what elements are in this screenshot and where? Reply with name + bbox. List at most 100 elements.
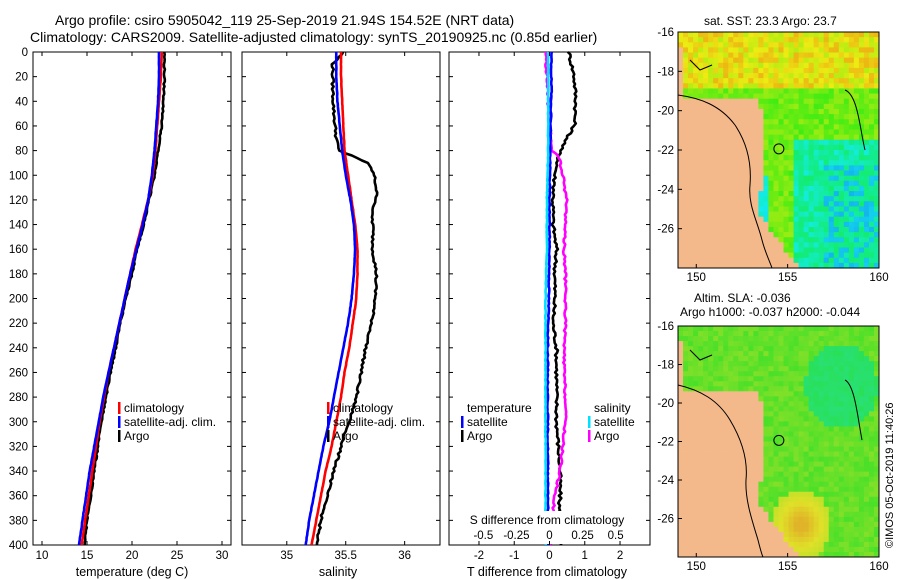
map-cell	[853, 52, 860, 59]
map-cell	[763, 57, 769, 64]
map-cell	[773, 431, 779, 437]
map-cell	[843, 93, 850, 100]
map-cell	[763, 114, 769, 120]
map-cell	[723, 93, 729, 100]
map-cell	[743, 88, 749, 94]
map-cell	[783, 381, 789, 387]
map-cell	[823, 262, 830, 268]
map-cell	[843, 78, 850, 84]
map-cell	[723, 262, 729, 268]
map-cell	[823, 406, 830, 412]
map-cell	[688, 191, 694, 197]
map-cell	[868, 185, 875, 192]
map-cell	[873, 351, 879, 357]
map-cell	[768, 371, 774, 377]
map-cell	[853, 216, 860, 223]
map-cell	[703, 416, 709, 422]
map-cell	[713, 37, 719, 43]
map-cell	[803, 134, 810, 141]
map-cell	[723, 216, 729, 223]
map-cell	[873, 476, 879, 483]
map-cell	[763, 486, 769, 493]
map-cell	[683, 426, 689, 432]
map-cell	[713, 461, 719, 468]
series-line-t-argo	[550, 51, 578, 545]
map-cell	[753, 341, 759, 347]
map-cell	[863, 461, 870, 468]
map-cell	[678, 426, 684, 432]
map-cell	[858, 351, 865, 357]
map-cell	[843, 247, 850, 254]
map-cell	[828, 416, 835, 422]
map-cell	[718, 531, 724, 538]
map-cell	[798, 381, 805, 387]
map-cell	[848, 67, 855, 74]
map-cell	[818, 326, 825, 332]
map-cell	[733, 78, 739, 84]
map-cell	[733, 37, 739, 43]
map-cell	[743, 252, 749, 259]
map-cell	[813, 401, 820, 407]
map-cell	[853, 211, 860, 218]
map-cell	[783, 185, 789, 192]
map-cell	[688, 511, 694, 518]
map-cell	[703, 180, 709, 187]
map-cell	[823, 541, 830, 548]
map-cell	[698, 331, 704, 337]
map-cell	[828, 62, 835, 69]
map-cell	[723, 466, 729, 473]
map-cell	[848, 57, 855, 64]
map-cell	[813, 160, 820, 166]
map-cell	[823, 456, 830, 462]
map-cell	[873, 446, 879, 452]
map-cell	[733, 221, 739, 228]
map-cell	[833, 516, 840, 523]
map-cell	[858, 531, 865, 538]
map-cell	[838, 124, 845, 130]
map-cell	[848, 446, 855, 452]
map-cell	[743, 108, 749, 115]
map-cell	[813, 37, 820, 43]
map-cell	[768, 191, 774, 197]
map-cell	[768, 155, 774, 161]
map-cell	[848, 416, 855, 422]
map-cell	[713, 441, 719, 447]
map-cell	[808, 486, 815, 493]
map-cell	[863, 78, 870, 84]
map-cell	[818, 511, 825, 518]
map-cell	[848, 486, 855, 493]
map-cell	[783, 93, 789, 100]
map-cell	[743, 165, 749, 171]
map-cell	[793, 252, 800, 259]
map-cell	[838, 386, 845, 392]
map-cell	[798, 481, 805, 488]
map-cell	[738, 119, 744, 125]
map-cell	[873, 119, 879, 125]
map-cell	[813, 396, 820, 402]
map-cell	[703, 366, 709, 372]
map-cell	[698, 526, 704, 533]
map-cell	[868, 346, 875, 352]
map-cell	[733, 93, 739, 100]
map-cell	[848, 88, 855, 94]
map-cell	[823, 201, 830, 207]
map-cell	[813, 391, 820, 397]
map-cell	[758, 421, 764, 427]
lon-tick-label: 150	[687, 561, 706, 573]
map-cell	[768, 411, 774, 417]
map-cell	[678, 139, 684, 146]
map-cell	[803, 471, 810, 478]
sla-map-axes: 150 155 160-16-18-20-22-24-26	[657, 321, 888, 573]
map-cell	[758, 551, 764, 557]
map-cell	[843, 516, 850, 523]
map-cell	[843, 211, 850, 218]
map-cell	[768, 78, 774, 84]
map-cell	[743, 160, 749, 166]
map-cell	[698, 211, 704, 218]
map-cell	[818, 416, 825, 422]
map-cell	[683, 351, 689, 357]
map-cell	[723, 361, 729, 367]
map-cell	[853, 170, 860, 177]
map-cell	[678, 191, 684, 197]
map-cell	[798, 361, 805, 367]
